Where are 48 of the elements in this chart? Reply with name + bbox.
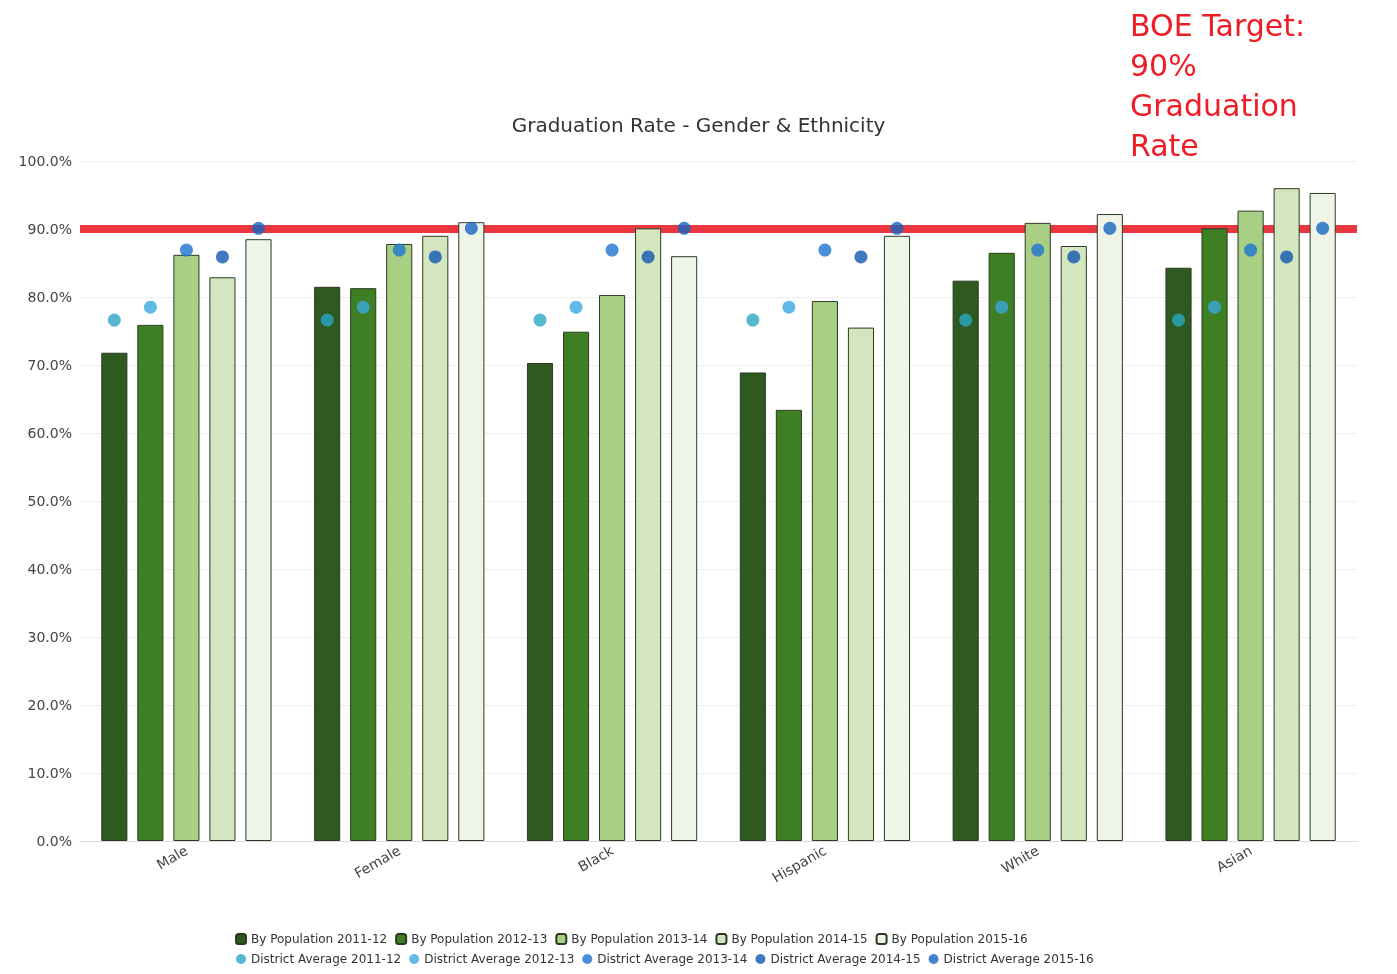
bar [422, 235, 449, 841]
bar [173, 254, 200, 841]
legend-label: By Population 2012-13 [411, 932, 548, 946]
y-tick-label: 70.0% [27, 357, 72, 373]
legend-label: By Population 2015-16 [891, 932, 1028, 946]
bar [1165, 267, 1192, 841]
bar [386, 243, 413, 841]
legend-label: By Population 2014-15 [731, 932, 868, 946]
bar [1273, 188, 1300, 841]
bar [811, 301, 838, 841]
legend-label: District Average 2013-14 [597, 952, 748, 966]
bar [209, 277, 236, 841]
bar [1237, 210, 1264, 841]
y-tick-label: 0.0% [36, 833, 72, 849]
y-tick-label: 80.0% [27, 289, 72, 305]
bar [562, 331, 590, 841]
y-tick-label: 60.0% [27, 425, 72, 441]
chart-title: Graduation Rate - Gender & Ethnicity [511, 113, 886, 137]
y-tick-label: 90.0% [27, 221, 72, 237]
legend-label: By Population 2011-12 [251, 932, 388, 946]
y-tick-label: 40.0% [27, 561, 72, 577]
annotation: BOE Target: 90% Graduation Rate [1130, 7, 1307, 165]
y-tick-label: 10.0% [27, 765, 72, 781]
bar [137, 324, 164, 841]
bar [739, 372, 766, 841]
legend-label: District Average 2014-15 [770, 952, 921, 966]
bar [1060, 246, 1087, 841]
legend-label: District Average 2011-12 [251, 952, 402, 966]
bar [526, 362, 554, 841]
y-tick-label: 30.0% [27, 629, 72, 645]
bar [101, 352, 128, 841]
bar [952, 280, 979, 841]
bar [988, 252, 1015, 841]
bar [775, 409, 802, 841]
y-tick-label: 50.0% [27, 493, 72, 509]
bar [1201, 228, 1228, 841]
legend-label: District Average 2015-16 [943, 952, 1094, 966]
y-tick-label: 20.0% [27, 697, 72, 713]
y-tick-label: 100.0% [18, 153, 72, 169]
bar [599, 294, 626, 841]
legend-label: District Average 2012-13 [424, 952, 575, 966]
bar [635, 228, 662, 841]
bar [1024, 222, 1051, 841]
legend-label: By Population 2013-14 [571, 932, 708, 946]
bar [847, 327, 875, 841]
bar [314, 286, 341, 841]
x-tick-label: Male [153, 842, 191, 873]
bar [350, 288, 377, 841]
